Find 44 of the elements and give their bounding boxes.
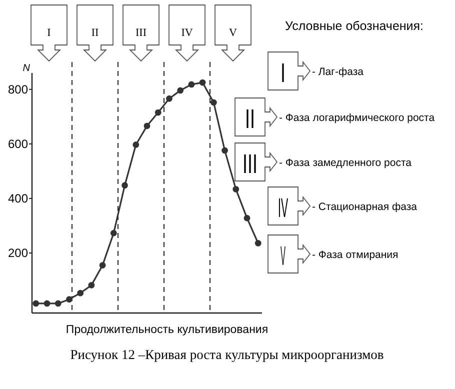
y-tick-label: 200 [8, 246, 28, 260]
point [32, 300, 40, 307]
y-tick-label: 600 [8, 136, 28, 151]
point [66, 296, 72, 303]
point [177, 87, 184, 94]
point [144, 122, 150, 130]
text: I [47, 27, 51, 39]
x-axis-title: Продолжительность культивирования [66, 324, 268, 336]
point [54, 300, 62, 307]
y-tick-label: 400 [8, 191, 28, 206]
text: IV [181, 27, 193, 39]
text: II [91, 27, 99, 39]
legend-title: Условные обозначения: [285, 19, 424, 33]
point [44, 300, 50, 307]
y-axis-title: N [22, 63, 31, 74]
y-tick-label: 800 [8, 82, 28, 96]
point [122, 182, 128, 189]
point [88, 282, 95, 288]
point [154, 109, 162, 116]
text: - Фаза отмирания [312, 249, 398, 261]
text: V [229, 27, 237, 39]
point [132, 142, 140, 148]
text: - Фаза логарифмического роста [279, 112, 435, 124]
point [199, 79, 206, 86]
point [99, 262, 106, 268]
annotation: II [245, 104, 260, 134]
text: - Лаг-фаза [312, 66, 364, 78]
point [222, 147, 228, 154]
point [232, 186, 240, 192]
point [188, 81, 195, 88]
text: IV [278, 193, 304, 223]
point [110, 230, 117, 236]
text: III [136, 27, 146, 39]
text: Рисунок 12 –Кривая роста культуры микроорганизмов [70, 347, 384, 362]
point [210, 99, 217, 106]
text: V [280, 241, 299, 271]
annotation: III [242, 149, 266, 179]
text: - Фаза замедленного роста [279, 157, 412, 169]
text: - Стационарная фаза [312, 201, 418, 213]
point [77, 290, 84, 296]
point [244, 214, 250, 222]
point [166, 95, 172, 102]
point [254, 240, 262, 246]
text: I [280, 58, 288, 88]
